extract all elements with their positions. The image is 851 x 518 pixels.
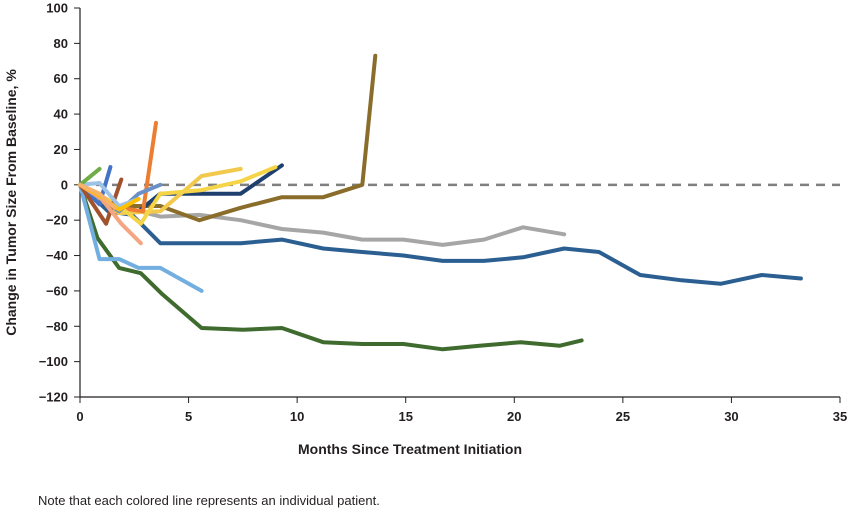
series-line-patient-2 (78, 182, 803, 286)
x-tick-label: 20 (507, 409, 521, 424)
axes-layer (74, 7, 841, 403)
y-tick-label: −20 (46, 213, 68, 228)
y-tick-label: 60 (54, 71, 68, 86)
x-tick-label: 10 (290, 409, 304, 424)
y-tick-label: 20 (54, 142, 68, 157)
x-tick-label: 15 (398, 409, 412, 424)
series-line-patient-3 (78, 182, 567, 247)
y-tick-label: −80 (46, 319, 68, 334)
y-tick-label: 80 (54, 36, 68, 51)
y-tick-label: −40 (46, 248, 68, 263)
y-tick-label: 40 (54, 107, 68, 122)
series-line-patient-16 (78, 166, 102, 187)
y-tick-label: −100 (39, 354, 68, 369)
x-tick-label: 25 (616, 409, 630, 424)
y-tick-label: 100 (46, 1, 68, 16)
x-tick-label: 35 (833, 409, 847, 424)
series-line-patient-5 (78, 182, 204, 293)
series-line-patient-12 (78, 177, 124, 226)
series-line-patient-17 (78, 182, 117, 210)
chart-footnote: Note that each colored line represents a… (38, 493, 380, 508)
labels-layer: 100 80 60 40 20 0 −20 −40 −60 −80 −100 −120 0 5 10 15 20… (3, 1, 847, 458)
y-tick-label: −120 (39, 390, 68, 405)
y-tick-label: 0 (61, 177, 68, 192)
x-axis-title: Months Since Treatment Initiation (298, 441, 522, 457)
series-layer (78, 53, 803, 352)
x-tick-label: 5 (185, 409, 192, 424)
y-axis-title: Change in Tumor Size From Baseline, % (3, 69, 19, 336)
series-line-patient-4 (78, 53, 378, 223)
y-tick-label: −60 (46, 283, 68, 298)
series-line-patient-1 (78, 182, 584, 352)
x-tick-label: 30 (724, 409, 738, 424)
x-tick-label: 0 (76, 409, 83, 424)
